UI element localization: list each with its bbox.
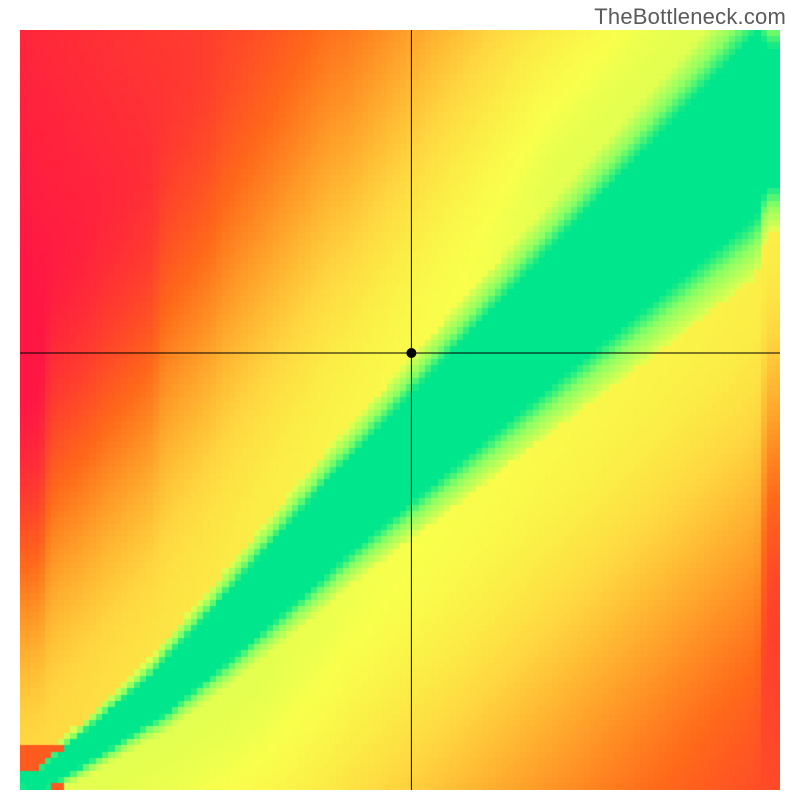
bottleneck-heatmap	[20, 30, 780, 790]
watermark-text: TheBottleneck.com	[594, 4, 786, 30]
